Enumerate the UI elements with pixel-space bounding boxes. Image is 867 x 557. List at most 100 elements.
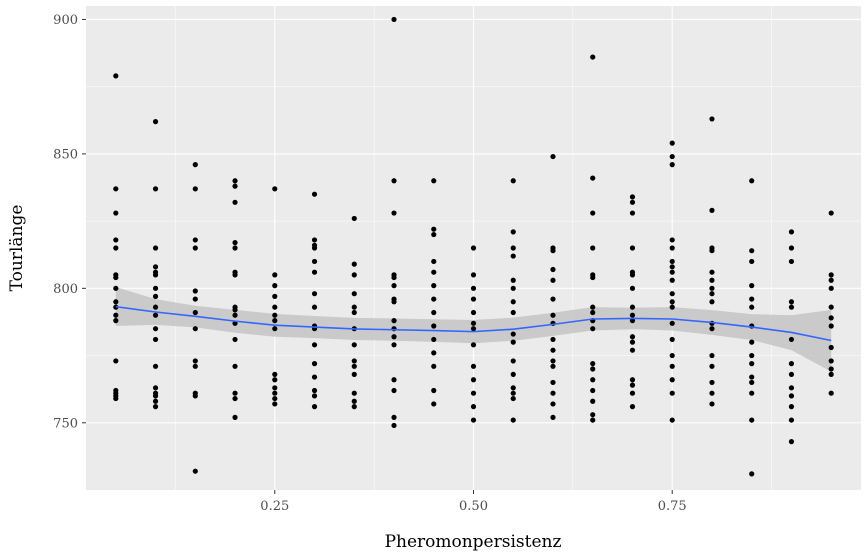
data-point — [669, 291, 675, 297]
data-point — [510, 390, 516, 396]
data-point — [431, 323, 437, 329]
data-point — [232, 414, 238, 420]
data-point — [510, 358, 516, 364]
data-point — [709, 285, 715, 291]
data-point — [152, 336, 159, 343]
data-point — [749, 352, 755, 359]
data-point — [788, 361, 795, 367]
data-point — [351, 398, 357, 404]
data-point — [470, 363, 477, 369]
data-point — [272, 186, 278, 192]
data-point — [152, 245, 159, 251]
data-point — [749, 361, 755, 367]
data-point — [590, 361, 596, 367]
data-point — [311, 342, 318, 348]
data-point — [510, 417, 516, 423]
data-point — [788, 229, 795, 235]
data-point — [788, 393, 795, 399]
data-point — [629, 285, 636, 291]
data-point — [391, 342, 397, 348]
data-point — [311, 374, 318, 380]
y-tick-label: 900 — [53, 13, 78, 28]
data-point — [590, 326, 596, 332]
data-point — [272, 293, 278, 299]
data-point — [431, 350, 437, 356]
data-point — [590, 245, 596, 251]
data-point — [192, 309, 198, 316]
data-point — [391, 283, 397, 289]
data-point — [590, 387, 596, 394]
data-point — [510, 385, 516, 391]
data-point — [152, 186, 159, 192]
data-point — [232, 312, 238, 318]
data-point — [431, 269, 437, 275]
data-point — [629, 245, 636, 251]
data-point — [828, 272, 834, 278]
data-point — [629, 390, 636, 396]
data-point — [351, 363, 357, 369]
data-point — [351, 215, 357, 222]
data-point — [311, 361, 318, 367]
data-point — [510, 253, 516, 259]
data-point — [709, 363, 715, 369]
data-point — [669, 417, 675, 423]
data-point — [828, 323, 834, 329]
data-point — [510, 178, 516, 184]
data-point — [828, 358, 834, 364]
data-point — [272, 390, 278, 396]
data-point — [590, 210, 596, 216]
data-point — [113, 274, 119, 281]
data-point — [550, 401, 556, 407]
data-point — [351, 342, 357, 348]
data-point — [192, 162, 198, 168]
data-point — [311, 245, 318, 251]
data-point — [470, 245, 477, 251]
data-point — [550, 358, 556, 364]
data-point — [590, 366, 596, 372]
data-point — [470, 404, 477, 410]
data-point — [550, 390, 556, 396]
data-point — [311, 269, 318, 275]
data-point — [550, 153, 556, 160]
data-point — [749, 304, 755, 310]
data-point — [510, 285, 516, 291]
data-point — [351, 371, 357, 377]
data-point — [232, 395, 238, 402]
data-point — [629, 404, 636, 410]
data-point — [510, 339, 516, 345]
data-point — [192, 186, 198, 192]
data-point — [828, 366, 834, 372]
data-point — [590, 309, 596, 316]
data-point — [391, 16, 397, 23]
data-point — [311, 258, 318, 265]
data-point — [311, 387, 318, 394]
data-point — [788, 258, 795, 265]
data-point — [192, 296, 198, 302]
data-point — [470, 285, 477, 291]
data-point — [232, 178, 238, 184]
data-point — [669, 377, 675, 383]
data-point — [311, 393, 318, 399]
data-point — [351, 291, 357, 297]
data-point — [192, 393, 198, 399]
data-point — [510, 229, 516, 235]
data-point — [669, 237, 675, 243]
data-point — [550, 296, 556, 302]
data-point — [113, 245, 119, 251]
data-point — [152, 326, 159, 332]
data-point — [749, 379, 755, 386]
data-point — [828, 277, 834, 283]
data-point — [470, 326, 477, 332]
data-point — [828, 315, 834, 321]
data-point — [272, 312, 278, 318]
data-point — [351, 358, 357, 364]
data-point — [590, 417, 596, 423]
data-point — [669, 162, 675, 168]
data-point — [550, 336, 556, 343]
data-point — [749, 283, 755, 289]
data-point — [629, 272, 636, 278]
data-point — [590, 274, 596, 281]
data-point — [709, 379, 715, 386]
data-point — [590, 54, 596, 60]
